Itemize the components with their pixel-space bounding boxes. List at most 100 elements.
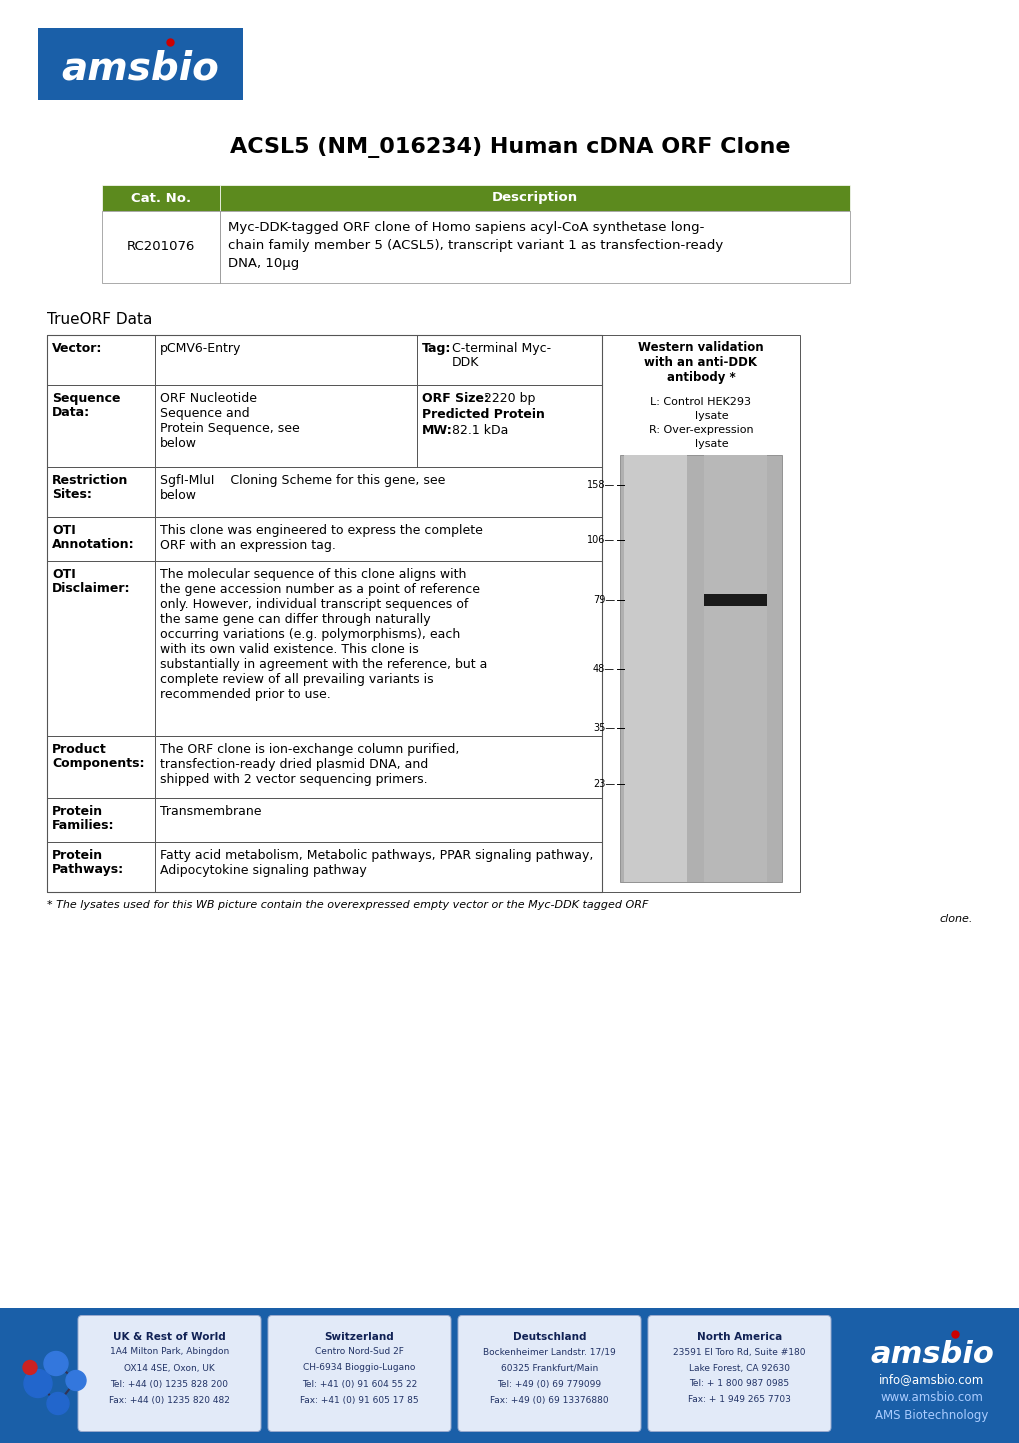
- Text: 79—: 79—: [592, 595, 614, 605]
- Bar: [417, 335, 601, 385]
- Text: Tel: +49 (0) 69 779099: Tel: +49 (0) 69 779099: [497, 1380, 601, 1388]
- Bar: [155, 517, 601, 561]
- Text: Fax: +49 (0) 69 13376880: Fax: +49 (0) 69 13376880: [490, 1395, 608, 1404]
- Bar: [155, 798, 601, 843]
- Bar: [220, 185, 849, 211]
- Bar: [102, 211, 220, 283]
- Bar: [47, 736, 155, 798]
- Text: CH-6934 Bioggio-Lugano: CH-6934 Bioggio-Lugano: [303, 1364, 416, 1372]
- Bar: [47, 335, 601, 892]
- Text: Protein: Protein: [52, 848, 103, 861]
- Bar: [155, 843, 601, 892]
- Text: Tag:: Tag:: [422, 342, 451, 355]
- Circle shape: [44, 1352, 68, 1375]
- Text: UK & Rest of World: UK & Rest of World: [113, 1332, 225, 1342]
- Text: North America: North America: [696, 1332, 782, 1342]
- Bar: [155, 561, 601, 736]
- Text: Predicted Protein: Predicted Protein: [422, 408, 544, 421]
- FancyBboxPatch shape: [77, 1316, 261, 1431]
- Circle shape: [24, 1369, 52, 1397]
- Bar: [102, 185, 220, 211]
- Text: Data:: Data:: [52, 405, 90, 418]
- Text: Myc-DDK-tagged ORF clone of Homo sapiens acyl-CoA synthetase long-: Myc-DDK-tagged ORF clone of Homo sapiens…: [228, 221, 704, 234]
- Text: DDK: DDK: [451, 356, 479, 369]
- Text: Bockenheimer Landstr. 17/19: Bockenheimer Landstr. 17/19: [483, 1348, 615, 1356]
- Text: Transmembrane: Transmembrane: [160, 805, 261, 818]
- Text: Fax: +44 (0) 1235 820 482: Fax: +44 (0) 1235 820 482: [109, 1395, 229, 1404]
- Text: Switzerland: Switzerland: [324, 1332, 394, 1342]
- Bar: [601, 335, 799, 892]
- Text: C-terminal Myc-: C-terminal Myc-: [451, 342, 550, 355]
- Text: 2220 bp: 2220 bp: [484, 392, 535, 405]
- Text: ACSL5 (NM_016234) Human cDNA ORF Clone: ACSL5 (NM_016234) Human cDNA ORF Clone: [229, 137, 790, 159]
- Text: Lake Forest, CA 92630: Lake Forest, CA 92630: [688, 1364, 790, 1372]
- Text: info@amsbio.com: info@amsbio.com: [878, 1372, 983, 1385]
- Text: 60325 Frankfurt/Main: 60325 Frankfurt/Main: [500, 1364, 597, 1372]
- Bar: [155, 335, 417, 385]
- Text: OTI: OTI: [52, 524, 75, 537]
- Bar: [0, 1307, 1019, 1443]
- Text: ORF Nucleotide
Sequence and
Protein Sequence, see
below: ORF Nucleotide Sequence and Protein Sequ…: [160, 392, 300, 450]
- Circle shape: [66, 1371, 86, 1391]
- Circle shape: [23, 1361, 37, 1375]
- Bar: [703, 595, 766, 606]
- Bar: [38, 27, 243, 100]
- Text: Product: Product: [52, 743, 107, 756]
- Text: Fatty acid metabolism, Metabolic pathways, PPAR signaling pathway,
Adipocytokine: Fatty acid metabolism, Metabolic pathway…: [160, 848, 593, 877]
- Text: amsbio: amsbio: [869, 1341, 993, 1369]
- Text: 48—: 48—: [592, 664, 614, 674]
- Text: Disclaimer:: Disclaimer:: [52, 582, 130, 595]
- Text: www.amsbio.com: www.amsbio.com: [879, 1391, 982, 1404]
- Bar: [47, 561, 155, 736]
- Circle shape: [47, 1392, 69, 1414]
- Bar: [47, 335, 155, 385]
- Text: Vector:: Vector:: [52, 342, 102, 355]
- Bar: [155, 468, 601, 517]
- Text: Cat. No.: Cat. No.: [130, 192, 191, 205]
- Text: Sequence: Sequence: [52, 392, 120, 405]
- Text: ORF Size:: ORF Size:: [422, 392, 488, 405]
- Text: Description: Description: [491, 192, 578, 205]
- Bar: [417, 385, 601, 468]
- Text: AMS Biotechnology: AMS Biotechnology: [874, 1408, 987, 1421]
- Text: 82.1 kDa: 82.1 kDa: [451, 424, 507, 437]
- Text: Tel: +41 (0) 91 604 55 22: Tel: +41 (0) 91 604 55 22: [302, 1380, 417, 1388]
- Bar: [47, 468, 155, 517]
- Text: Fax: +41 (0) 91 605 17 85: Fax: +41 (0) 91 605 17 85: [300, 1395, 419, 1404]
- Text: The molecular sequence of this clone aligns with
the gene accession number as a : The molecular sequence of this clone ali…: [160, 569, 487, 701]
- Text: This clone was engineered to express the complete
ORF with an expression tag.: This clone was engineered to express the…: [160, 524, 482, 553]
- Text: clone.: clone.: [938, 913, 972, 924]
- Bar: [155, 736, 601, 798]
- Text: R: Over-expression: R: Over-expression: [648, 426, 753, 434]
- Text: DNA, 10μg: DNA, 10μg: [228, 257, 299, 270]
- Text: lysate: lysate: [673, 439, 728, 449]
- Bar: [47, 517, 155, 561]
- Text: amsbio: amsbio: [61, 49, 219, 87]
- Bar: [47, 385, 155, 468]
- Text: SgfI-MluI    Cloning Scheme for this gene, see
below: SgfI-MluI Cloning Scheme for this gene, …: [160, 473, 445, 502]
- Text: * The lysates used for this WB picture contain the overexpressed empty vector or: * The lysates used for this WB picture c…: [47, 900, 648, 911]
- Bar: [47, 843, 155, 892]
- Text: MW:: MW:: [422, 424, 452, 437]
- FancyBboxPatch shape: [647, 1316, 830, 1431]
- Text: OTI: OTI: [52, 569, 75, 582]
- Text: 23591 El Toro Rd, Suite #180: 23591 El Toro Rd, Suite #180: [673, 1348, 805, 1356]
- Text: Families:: Families:: [52, 820, 114, 833]
- Text: TrueORF Data: TrueORF Data: [47, 312, 152, 328]
- Text: Centro Nord-Sud 2F: Centro Nord-Sud 2F: [315, 1348, 404, 1356]
- FancyBboxPatch shape: [458, 1316, 640, 1431]
- Text: Components:: Components:: [52, 758, 145, 771]
- Text: 158—: 158—: [586, 481, 614, 489]
- Text: Sites:: Sites:: [52, 488, 92, 501]
- Text: Protein: Protein: [52, 805, 103, 818]
- Text: Tel: +44 (0) 1235 828 200: Tel: +44 (0) 1235 828 200: [110, 1380, 228, 1388]
- Bar: [155, 385, 417, 468]
- Text: 35—: 35—: [592, 723, 614, 733]
- Text: L: Control HEK293: L: Control HEK293: [650, 397, 751, 407]
- Text: Pathways:: Pathways:: [52, 863, 124, 876]
- Text: 106—: 106—: [586, 535, 614, 545]
- Text: RC201076: RC201076: [126, 241, 195, 254]
- Bar: [220, 211, 849, 283]
- Text: Deutschland: Deutschland: [513, 1332, 586, 1342]
- Text: Restriction: Restriction: [52, 473, 128, 486]
